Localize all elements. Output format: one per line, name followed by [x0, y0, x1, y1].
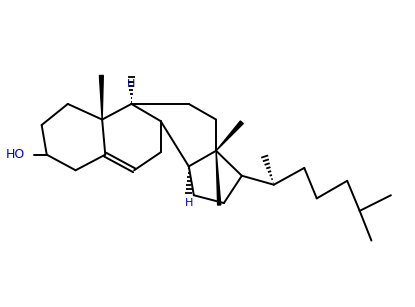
Text: H: H — [185, 198, 193, 208]
Text: HO: HO — [6, 148, 25, 161]
Polygon shape — [216, 151, 221, 205]
Text: H: H — [127, 79, 136, 89]
Polygon shape — [216, 121, 243, 151]
Polygon shape — [100, 76, 103, 119]
